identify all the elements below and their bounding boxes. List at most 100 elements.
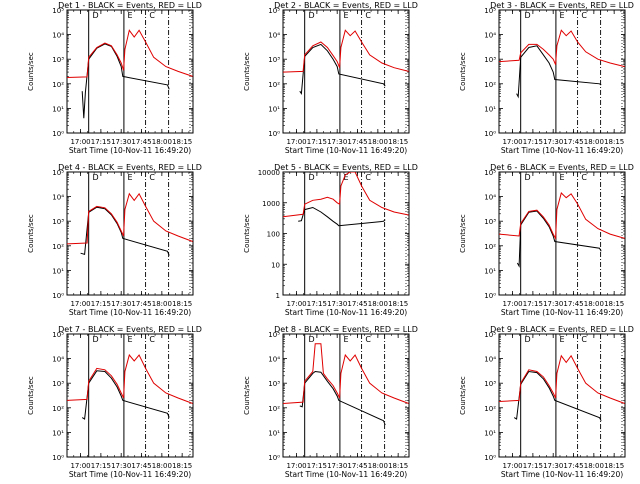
marker-letter: E — [343, 335, 348, 344]
x-tick-label: 17:45 — [563, 462, 583, 470]
plot-frame — [282, 171, 410, 296]
x-tick-label: 17:15 — [91, 462, 111, 470]
plot-frame — [66, 171, 194, 296]
panel-title: Det 8 - BLACK = Events, RED = LLD — [274, 325, 418, 334]
events-series-line — [516, 210, 602, 268]
lld-series-line — [499, 354, 625, 404]
y-axis-label: Counts/sec — [27, 376, 35, 415]
y-tick-label: 1 — [276, 292, 280, 300]
x-tick-label: 17:30 — [327, 138, 347, 146]
y-tick-label: 10⁰ — [484, 130, 496, 138]
y-tick-label: 10¹ — [484, 429, 496, 437]
x-tick-label: 17:45 — [347, 138, 367, 146]
y-tick-label: 10¹ — [52, 105, 64, 113]
y-axis-label: Counts/sec — [459, 52, 467, 91]
y-tick-label: 10³ — [484, 218, 496, 226]
x-tick-label: 17:15 — [523, 462, 543, 470]
plot-frame — [282, 333, 410, 458]
y-tick-label: 10³ — [52, 380, 64, 388]
x-tick-label: 18:15 — [604, 138, 624, 146]
panel-title: Det 2 - BLACK = Events, RED = LLD — [274, 1, 418, 10]
y-tick-label: 10⁴ — [52, 356, 64, 364]
y-tick-label: 10⁵ — [52, 7, 64, 15]
y-tick-label: 10² — [484, 243, 496, 251]
y-tick-label: 10² — [268, 81, 280, 89]
y-tick-label: 10³ — [484, 56, 496, 64]
lld-series-line — [67, 192, 193, 245]
marker-letter: E — [127, 335, 132, 344]
events-series-line — [81, 43, 170, 119]
x-axis-label: Start Time (10-Nov-11 16:49:20) — [501, 470, 623, 479]
x-tick-label: 17:30 — [111, 138, 131, 146]
x-axis-label: Start Time (10-Nov-11 16:49:20) — [285, 308, 407, 317]
marker-letter: D — [308, 335, 314, 344]
marker-letter: C — [581, 173, 587, 182]
y-tick-label: 10 — [271, 261, 280, 269]
plot-frame — [66, 9, 194, 134]
x-tick-label: 18:00 — [152, 300, 172, 308]
y-tick-label: 100 — [267, 231, 280, 239]
y-tick-label: 10² — [484, 405, 496, 413]
y-tick-label: 10⁵ — [52, 169, 64, 177]
y-axis-label: Counts/sec — [243, 214, 251, 253]
panel-title: Det 1 - BLACK = Events, RED = LLD — [58, 1, 202, 10]
events-series-line — [80, 206, 170, 256]
lld-series-line — [283, 29, 409, 73]
y-tick-label: 10¹ — [484, 267, 496, 275]
marker-letter: C — [581, 11, 587, 20]
marker-letter: D — [92, 173, 98, 182]
y-axis-label: Counts/sec — [243, 376, 251, 415]
plot-frame — [498, 9, 626, 134]
events-series-line — [81, 370, 170, 420]
events-series-line — [298, 206, 386, 227]
lld-series-line — [67, 29, 193, 78]
marker-letter: D — [308, 173, 314, 182]
panel-title: Det 5 - BLACK = Events, RED = LLD — [274, 163, 418, 172]
x-tick-label: 18:00 — [368, 462, 388, 470]
x-tick-label: 18:15 — [604, 300, 624, 308]
x-tick-label: 17:00 — [286, 138, 306, 146]
y-axis-label: Counts/sec — [27, 214, 35, 253]
x-axis-label: Start Time (10-Nov-11 16:49:20) — [285, 146, 407, 155]
marker-letter: C — [365, 173, 371, 182]
x-tick-label: 18:15 — [604, 462, 624, 470]
marker-letter: C — [365, 11, 371, 20]
marker-letter: E — [559, 173, 564, 182]
panel-5: 1 10 100 1000 10000 17:00 17:15 17:30 17:45 18:00… — [243, 163, 418, 317]
y-tick-label: 1000 — [262, 200, 280, 208]
x-tick-label: 18:15 — [388, 462, 408, 470]
x-tick-label: 17:00 — [502, 462, 522, 470]
y-tick-label: 10⁵ — [484, 7, 496, 15]
x-tick-label: 17:00 — [70, 462, 90, 470]
x-tick-label: 17:30 — [111, 462, 131, 470]
y-tick-label: 10⁴ — [268, 356, 280, 364]
events-series-line — [299, 370, 386, 426]
marker-letter: E — [127, 11, 132, 20]
x-tick-label: 18:00 — [152, 138, 172, 146]
marker-letter: E — [559, 335, 564, 344]
x-tick-label: 17:30 — [327, 300, 347, 308]
x-axis-label: Start Time (10-Nov-11 16:49:20) — [501, 146, 623, 155]
y-tick-label: 10² — [268, 405, 280, 413]
y-axis-label: Counts/sec — [459, 214, 467, 253]
marker-letter: D — [524, 173, 530, 182]
marker-letter: E — [343, 11, 348, 20]
x-tick-label: 18:15 — [172, 300, 192, 308]
lld-series-line — [499, 29, 625, 68]
panel-title: Det 4 - BLACK = Events, RED = LLD — [58, 163, 202, 172]
x-tick-label: 17:15 — [307, 138, 327, 146]
y-tick-label: 10⁵ — [268, 7, 280, 15]
x-tick-label: 17:00 — [286, 300, 306, 308]
y-tick-label: 10⁵ — [268, 331, 280, 339]
x-tick-label: 17:45 — [131, 462, 151, 470]
